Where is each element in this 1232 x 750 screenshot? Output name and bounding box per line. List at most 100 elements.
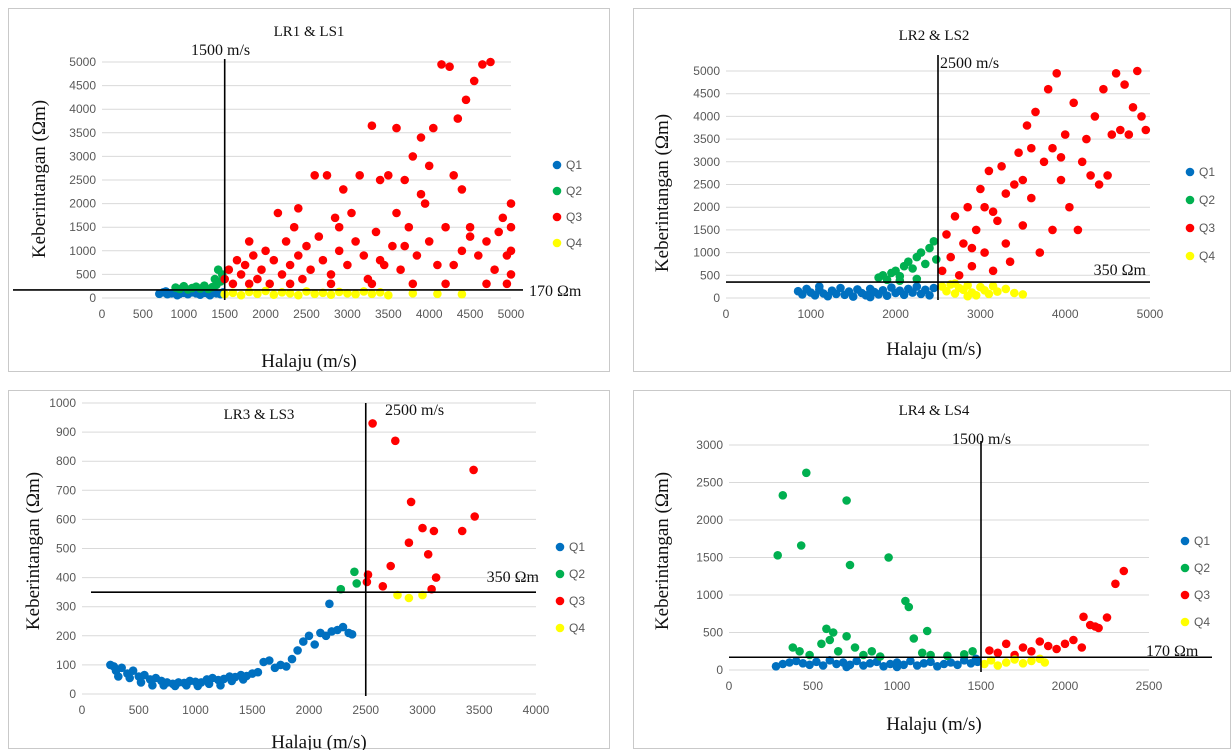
x-axis-title: Halaju (m/s) [886,714,982,735]
legend-marker [552,238,562,248]
series-q1 [106,599,357,691]
scatter-chart-lr2-ls2: LR2 & LS2 Halaju (m/s) Keberintangan (Ωm… [652,28,1215,360]
data-point [148,681,157,690]
x-tick-label: 2000 [252,307,279,321]
data-point [355,171,365,180]
legend-label: Q4 [569,621,585,635]
scatter-chart-lr3-ls3: LR3 & LS3 Halaju (m/s) Keberintangan (Ωm… [23,396,585,750]
data-point [392,123,401,133]
data-point [963,281,972,290]
data-point [418,523,427,533]
data-point [980,248,989,257]
data-point [502,279,512,289]
y-tick-label: 0 [716,663,723,677]
series-q1 [771,654,982,672]
data-point [865,659,875,668]
data-point [1039,157,1049,167]
series-q3 [362,419,480,594]
data-point [771,662,781,671]
data-point [287,654,297,664]
data-point [921,259,930,269]
y-tick-label: 1500 [696,551,723,565]
x-tick-label: 3000 [409,703,436,717]
legend-marker [1180,563,1190,573]
chart-title: LR3 & LS3 [224,407,295,423]
data-point [1111,69,1121,78]
data-point [461,95,471,105]
x-tick-label: 3000 [334,307,361,321]
data-point [795,647,804,656]
data-point [942,230,951,239]
series-q2 [336,567,362,594]
data-point [351,289,360,299]
y-tick-label: 2000 [69,197,96,211]
data-point [429,123,438,133]
data-point [825,635,835,645]
data-point [449,171,459,180]
data-point [778,659,788,669]
y-axis-title: Keberintangan (Ωm) [23,472,44,630]
legend-marker [552,212,562,222]
data-point [773,551,782,560]
data-point [193,681,203,691]
x-tick-label: 1500 [968,679,995,693]
legend: Q1 Q2 Q3 Q4 [1185,165,1215,263]
data-point [490,265,499,275]
data-point [912,274,922,284]
data-point [1137,112,1146,121]
data-point [796,541,806,550]
data-point [985,646,994,655]
data-point [470,512,480,521]
data-point [1010,288,1019,298]
data-point [299,637,308,646]
data-point [244,237,254,246]
y-tick-label: 1000 [693,246,720,260]
data-point [367,279,377,289]
data-point [939,659,949,669]
threshold-resistivity-label: 170 Ωm [529,283,582,300]
data-point [1090,112,1100,121]
legend: Q1 Q2 Q3 Q4 [555,540,585,635]
data-point [842,496,851,505]
data-point [1141,125,1151,135]
data-point [852,656,861,666]
x-tick-label: 0 [726,679,733,693]
legend-label: Q1 [566,158,582,172]
data-point [334,222,344,232]
x-tick-label: 5000 [1137,307,1164,321]
data-point [1014,148,1023,157]
data-point [420,199,430,208]
y-tick-label: 4000 [69,102,96,116]
data-point [326,270,336,279]
data-point [117,663,126,673]
data-point [318,255,328,265]
data-point [867,647,877,656]
data-point [832,659,841,669]
data-point [210,274,220,284]
data-point [1056,175,1066,185]
data-point [842,662,851,672]
data-point [282,662,291,671]
data-point [909,634,919,643]
x-tick-label: 500 [129,703,149,717]
chart-panel-lr1-ls1: LR1 & LS1 Halaju (m/s) Keberintangan (Ωm… [8,8,610,372]
y-tick-label: 0 [89,291,96,305]
data-point [478,60,487,69]
data-point [922,626,932,636]
threshold-resistivity-label: 350 Ωm [487,569,540,586]
data-point [378,582,388,591]
data-point [293,646,302,655]
data-point [1124,130,1134,139]
y-tick-label: 3000 [69,149,96,163]
data-point [306,265,315,275]
data-point [798,659,808,668]
data-point [825,656,835,665]
y-tick-label: 3000 [693,155,720,169]
data-point [882,291,892,301]
chart-panel-lr3-ls3: LR3 & LS3 Halaju (m/s) Keberintangan (Ωm… [8,390,610,750]
data-point [950,212,960,221]
data-point [919,659,929,668]
data-point [347,630,357,639]
data-point [959,656,969,665]
legend-label: Q2 [1199,193,1215,207]
